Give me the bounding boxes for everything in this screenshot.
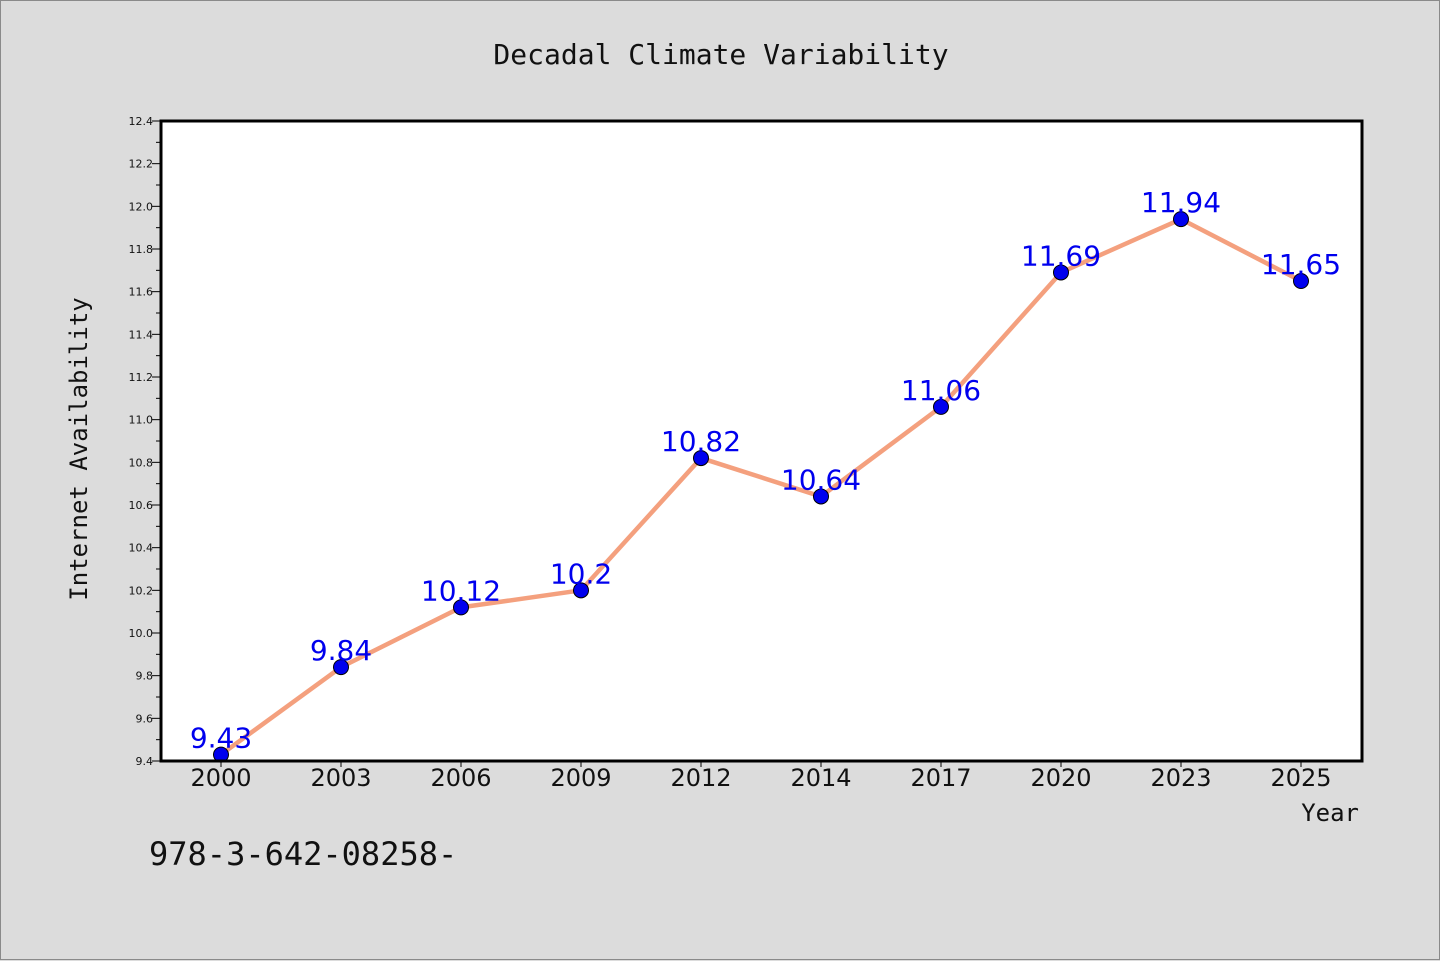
x-tick-label: 2014 [790,764,851,792]
data-label: 10.12 [421,574,501,607]
y-tick-label: 9.8 [136,670,154,683]
x-tick-label: 2009 [550,764,611,792]
x-axis-label: Year [1301,799,1359,827]
data-point [693,450,709,467]
y-tick-label: 12.2 [129,158,154,171]
data-point [1053,264,1069,281]
y-tick-label: 10.8 [129,456,154,469]
x-tick-label: 2006 [430,764,491,792]
y-tick-label: 11.0 [129,414,154,427]
data-point [1173,211,1189,228]
data-label: 10.82 [661,425,741,458]
x-tick-label: 2023 [1150,764,1211,792]
y-axis-label: Internet Availability [65,297,93,600]
data-label: 9.43 [190,722,252,755]
y-tick-label: 11.4 [129,328,154,341]
y-tick-label: 10.4 [129,542,154,555]
x-tick-label: 2012 [670,764,731,792]
y-tick-label: 9.6 [136,712,154,725]
y-tick-label: 11.6 [129,286,154,299]
x-tick-label: 2017 [910,764,971,792]
data-label: 11.69 [1021,239,1101,272]
data-label: 11.94 [1141,186,1221,219]
y-axis: 9.4 9.6 9.8 10.0 10.2 10.4 10.6 10.8 11.0 11.2 11.… [129,115,161,768]
footer-isbn: 978-3-642-08258- [149,835,457,873]
y-tick-label: 11.8 [129,243,154,256]
y-tick-label: 10.6 [129,499,154,512]
x-tick-label: 2025 [1270,764,1331,792]
y-tick-label: 12.4 [129,115,154,128]
y-tick-label: 12.0 [129,200,154,213]
data-label: 11.06 [901,374,981,407]
data-point [813,488,829,505]
data-label: 10.64 [781,463,861,496]
y-tick-label: 10.2 [129,584,154,597]
data-point [573,582,589,599]
x-tick-label: 2020 [1030,764,1091,792]
chart-title: Decadal Climate Variability [493,38,948,71]
x-axis: 2000 2003 2006 2009 2012 2014 2017 2020 2023 2025 [190,761,1332,792]
x-tick-label: 2000 [190,764,251,792]
data-label: 11.65 [1261,248,1341,281]
plot-frame [159,119,1364,763]
data-label: 9.84 [310,634,372,667]
data-point [1293,273,1309,289]
series-group: 9.43 9.84 10.12 10.2 10.82 10.64 11.06 11.69 11.… [190,186,1341,763]
y-tick-label: 10.0 [129,627,154,640]
data-point [933,398,949,415]
series-line [218,216,1304,757]
x-tick-label: 2003 [310,764,371,792]
y-tick-label: 9.4 [136,755,154,768]
y-tick-label: 11.2 [129,371,154,384]
data-point [453,599,469,616]
data-point [333,659,349,676]
data-label: 10.2 [550,557,612,590]
